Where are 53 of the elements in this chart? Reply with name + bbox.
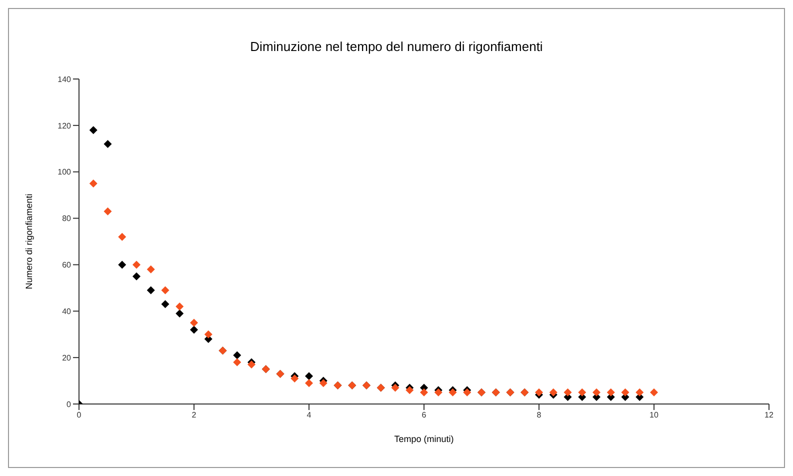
point xyxy=(578,388,586,396)
point xyxy=(606,388,615,396)
x-tick-label: 8 xyxy=(536,410,542,420)
point xyxy=(319,379,328,388)
y-tick-label: 40 xyxy=(62,306,72,316)
point xyxy=(391,384,400,392)
point xyxy=(146,286,155,294)
point xyxy=(420,388,428,396)
point xyxy=(161,300,170,308)
point xyxy=(650,388,658,396)
x-tick-label: 4 xyxy=(306,410,312,420)
y-tick-label: 100 xyxy=(58,168,72,177)
point xyxy=(190,326,198,334)
point xyxy=(132,272,140,280)
x-tick-label: 10 xyxy=(650,410,659,420)
point xyxy=(176,309,184,318)
x-tick-label: 2 xyxy=(192,410,197,420)
x-axis-title: Tempo (minuti) xyxy=(394,434,454,444)
point xyxy=(104,207,112,216)
x-tick-label: 12 xyxy=(764,410,774,420)
y-tick-label: 20 xyxy=(62,353,72,362)
point xyxy=(305,379,313,388)
point xyxy=(592,388,600,396)
y-tick-label: 120 xyxy=(58,121,72,130)
point xyxy=(233,351,242,360)
point xyxy=(89,179,98,188)
point xyxy=(176,302,184,310)
point xyxy=(564,388,572,396)
x-tick-label: 6 xyxy=(422,410,427,420)
point xyxy=(204,330,212,338)
point xyxy=(549,388,558,396)
point xyxy=(535,388,543,396)
y-axis-title: Numero di rigonfiamenti xyxy=(24,194,34,290)
point xyxy=(406,386,414,394)
point xyxy=(161,286,170,294)
point xyxy=(233,358,242,366)
point xyxy=(621,388,630,396)
point xyxy=(305,372,313,380)
point xyxy=(89,126,98,134)
point xyxy=(146,265,155,274)
point xyxy=(636,388,644,396)
point xyxy=(190,318,198,327)
point xyxy=(132,260,140,269)
y-tick-label: 140 xyxy=(58,74,72,84)
point xyxy=(118,260,126,269)
x-tick-label: 0 xyxy=(76,410,82,420)
point xyxy=(118,232,126,241)
point xyxy=(248,360,256,369)
chart-title: Diminuzione nel tempo del numero di rigonfiamenti xyxy=(249,39,544,54)
y-tick-label: 60 xyxy=(62,260,72,270)
point xyxy=(104,140,112,148)
y-tick-label: 80 xyxy=(62,214,72,224)
y-tick-label: 0 xyxy=(66,400,72,409)
